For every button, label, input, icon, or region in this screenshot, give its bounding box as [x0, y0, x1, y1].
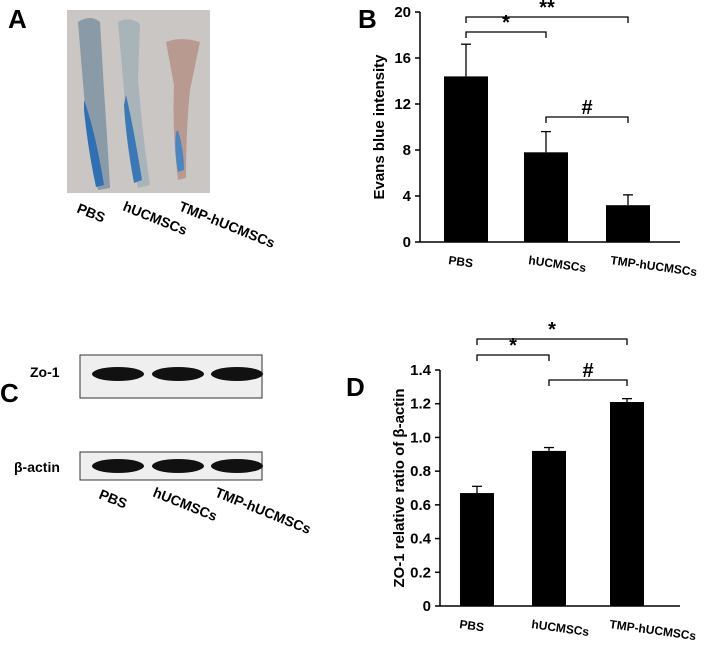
y-tick-label: 12 — [394, 96, 411, 113]
lane-label: PBS — [97, 486, 130, 512]
lane-label: hUCMSCs — [151, 484, 220, 524]
error-bar — [544, 446, 554, 451]
lane-label: TMP-hUCMSCs — [177, 198, 278, 251]
y-tick-label: 1.0 — [410, 429, 431, 446]
bar — [460, 493, 494, 606]
bar — [610, 402, 644, 606]
significance-label: * — [548, 319, 556, 341]
error-bar — [623, 194, 633, 206]
y-tick-label: 8 — [403, 142, 411, 159]
y-axis-title: Evans blue intensity — [371, 54, 388, 200]
significance-bracket — [476, 354, 550, 361]
y-tick-label: 20 — [394, 4, 411, 21]
significance-bracket — [545, 116, 629, 123]
bar — [444, 76, 488, 243]
panel-label: B — [358, 4, 377, 34]
x-tick-label: PBS — [448, 253, 474, 270]
bar — [532, 450, 566, 606]
bar — [524, 152, 568, 242]
y-tick-label: 0.8 — [410, 463, 431, 480]
x-tick-label: hUCMSCs — [531, 617, 591, 639]
significance-label: * — [502, 12, 510, 34]
x-tick-label: PBS — [459, 617, 485, 634]
y-tick-label: 0.6 — [410, 497, 431, 514]
western-blot — [79, 354, 263, 481]
x-tick-label: TMP-hUCMSCs — [610, 253, 699, 279]
significance-label: # — [582, 360, 593, 382]
error-bar — [622, 398, 632, 403]
significance-bracket — [548, 379, 628, 386]
bar — [606, 205, 650, 242]
y-tick-label: 0 — [423, 598, 431, 615]
panel-label: A — [8, 4, 27, 34]
row-label: β-actin — [14, 459, 60, 475]
error-bar — [541, 130, 551, 153]
row-label: Zo-1 — [30, 364, 60, 380]
x-tick-label: hUCMSCs — [528, 253, 588, 275]
error-bar — [472, 485, 482, 494]
lane-label: TMP-hUCMSCs — [213, 484, 314, 537]
y-tick-label: 1.2 — [410, 396, 431, 413]
y-axis-title: ZO-1 relative ratio of β-actin — [391, 388, 408, 587]
y-tick-label: 0 — [403, 234, 411, 251]
significance-label: * — [509, 335, 517, 357]
significance-bracket — [465, 31, 547, 38]
significance-bracket — [465, 16, 629, 23]
significance-label: ** — [539, 0, 555, 19]
panel-label: C — [0, 378, 19, 408]
y-tick-label: 4 — [403, 188, 412, 205]
y-tick-label: 1.4 — [410, 362, 432, 379]
significance-label: # — [581, 97, 592, 119]
panel-label: D — [346, 372, 365, 402]
y-tick-label: 0.4 — [410, 531, 432, 548]
y-tick-label: 16 — [394, 50, 411, 67]
significance-bracket — [476, 338, 628, 345]
y-tick-label: 0.2 — [410, 564, 431, 581]
x-tick-label: TMP-hUCMSCs — [609, 617, 698, 643]
lane-label: PBS — [75, 200, 108, 226]
tissue-photo — [67, 10, 210, 193]
error-bar — [461, 43, 471, 77]
